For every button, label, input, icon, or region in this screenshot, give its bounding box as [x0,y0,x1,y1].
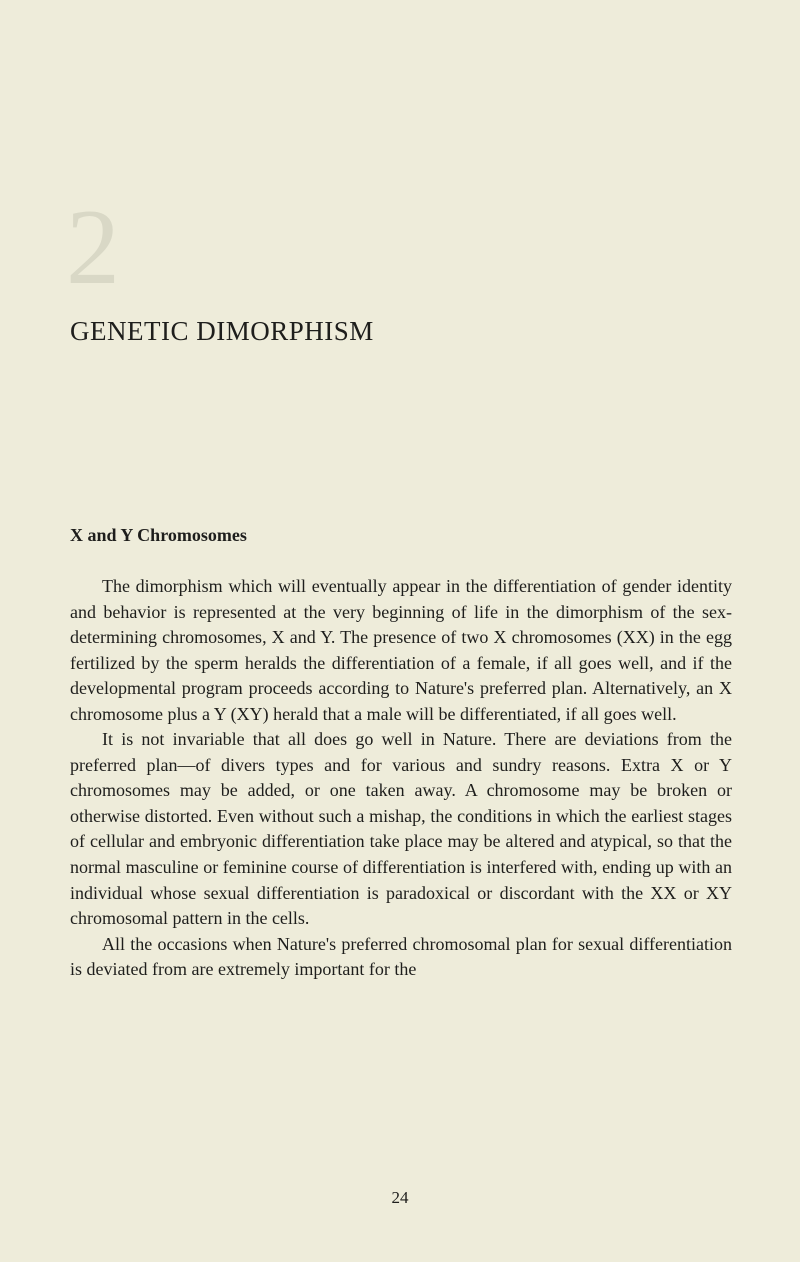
paragraph: It is not invariable that all does go we… [70,727,732,931]
page-container: 2 GENETIC DIMORPHISM X and Y Chromosomes… [0,0,800,983]
paragraph: All the occasions when Nature's preferre… [70,932,732,983]
section-heading: X and Y Chromosomes [70,525,732,546]
paragraph: The dimorphism which will eventually app… [70,574,732,727]
chapter-number: 2 [66,194,732,302]
page-number: 24 [0,1188,800,1208]
chapter-title: GENETIC DIMORPHISM [70,316,732,347]
body-text: The dimorphism which will eventually app… [70,574,732,983]
